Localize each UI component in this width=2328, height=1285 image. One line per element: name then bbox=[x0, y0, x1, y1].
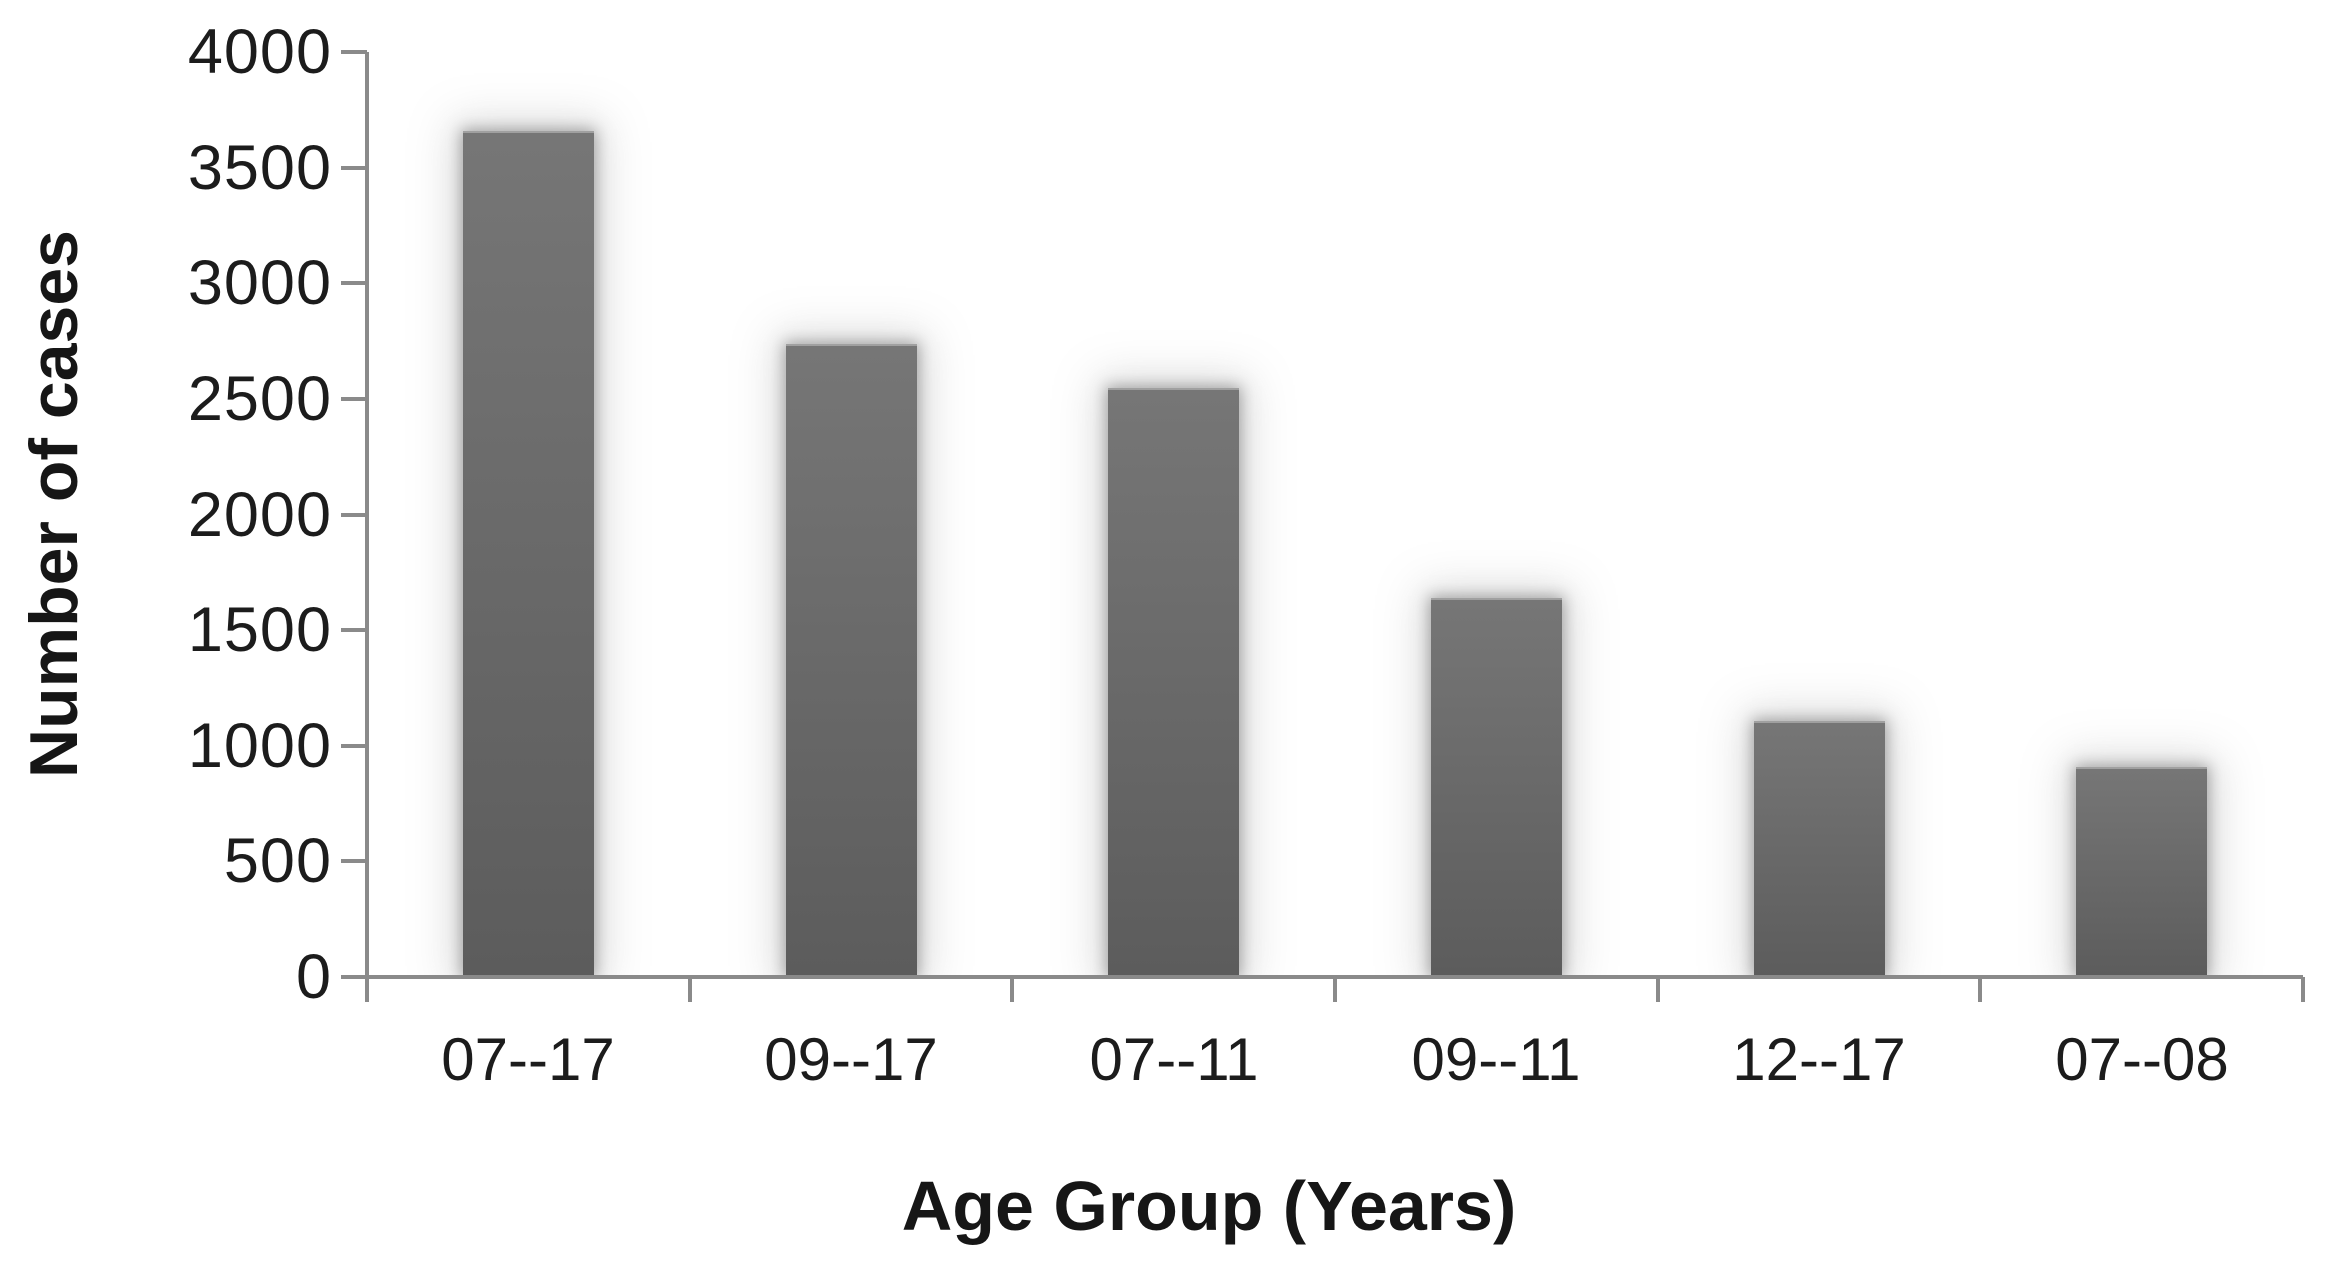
y-tick-mark bbox=[341, 628, 367, 633]
y-tick-mark bbox=[341, 50, 367, 54]
y-axis-line bbox=[365, 52, 369, 1002]
y-tick-label: 2500 bbox=[187, 363, 332, 434]
x-tick-label: 07--08 bbox=[2055, 1026, 2229, 1093]
x-tick-label: 12--17 bbox=[1732, 1026, 1906, 1093]
x-axis-line bbox=[341, 975, 2303, 979]
bar-09--11 bbox=[1431, 598, 1562, 977]
y-tick-mark bbox=[341, 281, 367, 286]
y-tick-label: 3500 bbox=[187, 132, 332, 203]
x-tick-mark bbox=[1333, 977, 1337, 1002]
y-tick-label: 500 bbox=[223, 826, 332, 897]
x-tick-label: 07--11 bbox=[1089, 1026, 1259, 1093]
y-tick-label: 4000 bbox=[187, 17, 332, 87]
x-tick-mark bbox=[1656, 977, 1660, 1002]
x-tick-mark bbox=[1978, 977, 1982, 1002]
bar-07--17 bbox=[463, 131, 594, 977]
y-tick-label: 1000 bbox=[187, 710, 332, 781]
bar-09--17 bbox=[786, 344, 917, 977]
y-tick-label: 1500 bbox=[187, 595, 332, 666]
bar-07--08 bbox=[2076, 767, 2207, 977]
y-tick-label: 2000 bbox=[187, 479, 332, 550]
y-tick-mark bbox=[341, 512, 367, 517]
x-tick-mark bbox=[2301, 977, 2305, 1002]
x-tick-label: 09--11 bbox=[1411, 1026, 1581, 1093]
y-tick-mark bbox=[341, 743, 367, 748]
y-tick-label: 0 bbox=[295, 942, 332, 1012]
x-tick-label: 09--17 bbox=[764, 1026, 938, 1093]
x-tick-mark bbox=[688, 977, 692, 1002]
y-tick-label: 3000 bbox=[187, 248, 332, 319]
x-axis-title: Age Group (Years) bbox=[901, 1167, 1517, 1245]
plot-area bbox=[367, 0, 2303, 977]
y-tick-mark bbox=[341, 396, 367, 401]
x-tick-label: 07--17 bbox=[441, 1026, 615, 1093]
bar-07--11 bbox=[1108, 388, 1239, 977]
y-tick-mark bbox=[341, 165, 367, 170]
y-tick-mark bbox=[341, 859, 367, 864]
x-tick-mark bbox=[365, 977, 369, 1002]
x-tick-mark bbox=[1010, 977, 1014, 1002]
bar-12--17 bbox=[1754, 721, 1885, 977]
